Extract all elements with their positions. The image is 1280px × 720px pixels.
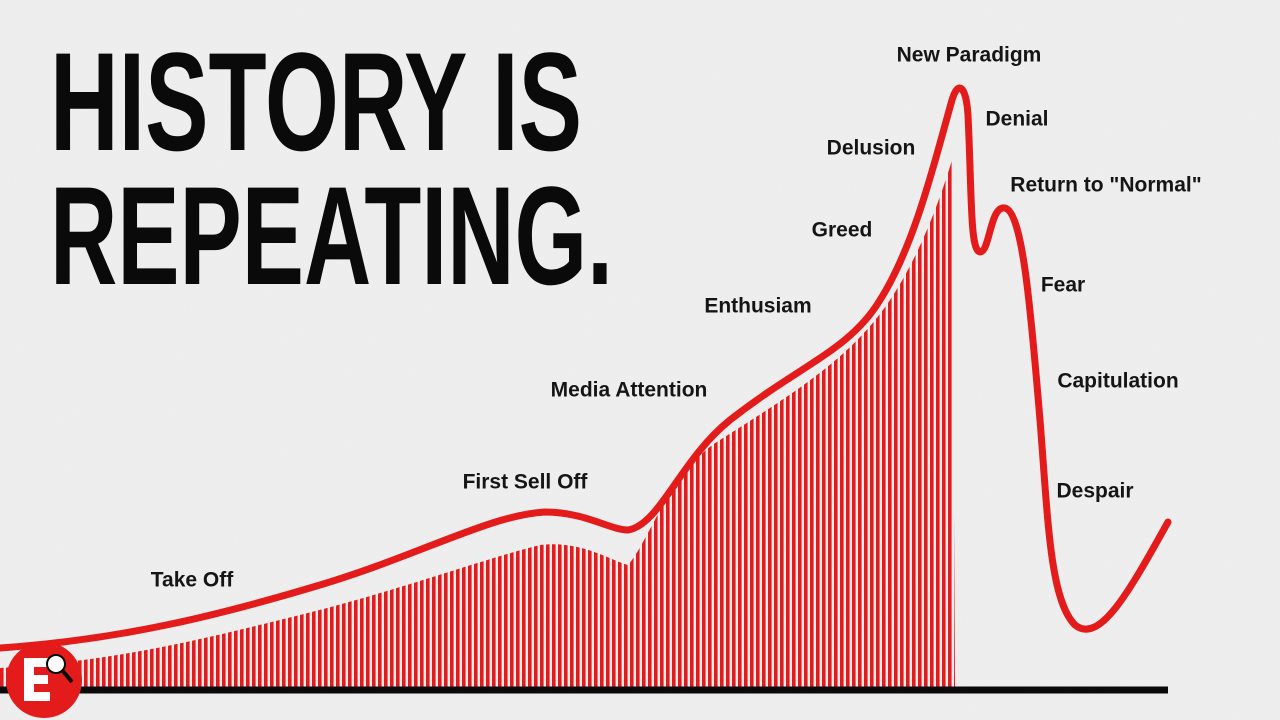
- phase-label: Delusion: [827, 137, 916, 160]
- phase-label: New Paradigm: [897, 44, 1042, 67]
- phase-label: Take Off: [151, 569, 234, 592]
- logo-lens: [46, 654, 66, 674]
- phase-label: Denial: [985, 108, 1048, 131]
- phase-label: Despair: [1056, 480, 1133, 503]
- logo-glyph: [24, 658, 50, 701]
- logo-handle: [60, 668, 74, 684]
- title-line: HISTORY IS: [50, 23, 582, 180]
- hatched-area: [0, 160, 955, 690]
- cycle-curve: [0, 84, 1172, 652]
- phase-label: Greed: [812, 219, 873, 242]
- title-line: REPEATING.: [50, 157, 613, 314]
- phase-label: Return to "Normal": [1010, 174, 1201, 197]
- channel-logo: [6, 642, 82, 718]
- phase-label: Media Attention: [551, 379, 708, 402]
- phase-label: First Sell Off: [463, 471, 589, 494]
- phase-label: Enthusiam: [704, 295, 811, 318]
- phase-label: Capitulation: [1057, 370, 1178, 393]
- phase-label: Fear: [1041, 274, 1085, 297]
